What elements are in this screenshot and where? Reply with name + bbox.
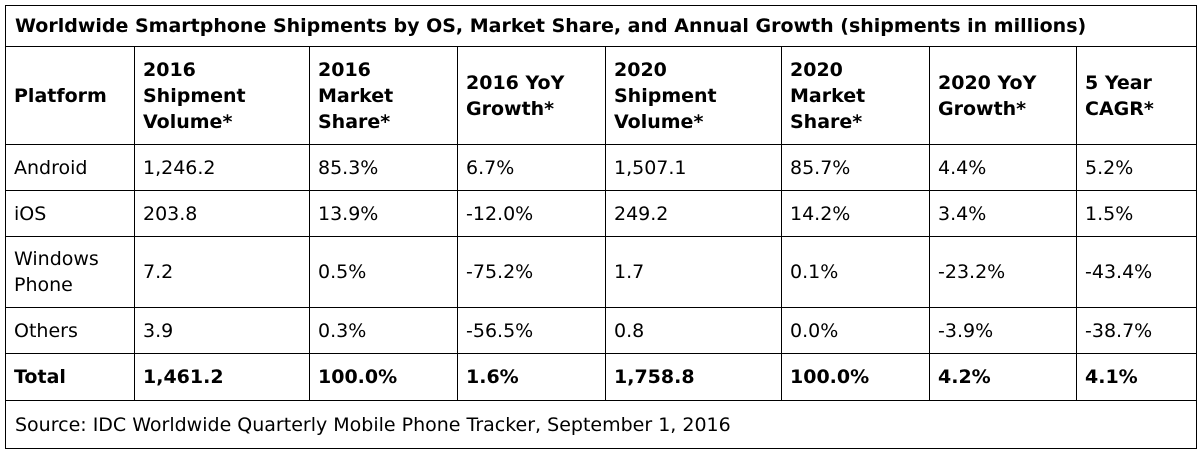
header-5-year-cagr: 5 Year CAGR* [1075,46,1198,145]
header-line: Share* [790,110,863,133]
header-2016-shipment-volume: 2016 Shipment Volume* [134,46,310,145]
table-cell: 203.8 [134,190,310,237]
table-cell: 0.8 [605,307,782,354]
table-row-windows-phone: Windows Phone 7.2 0.5% -75.2% 1.7 0.1% -… [5,236,1198,308]
header-2020-yoy-growth: 2020 YoY Growth* [929,46,1077,145]
header-line: 2020 [790,58,843,81]
table-cell: 14.2% [781,190,930,237]
platform-cell: Android [5,144,135,191]
shipments-table: Worldwide Smartphone Shipments by OS, Ma… [4,5,1198,449]
table-cell: 3.4% [929,190,1077,237]
header-line: 2020 YoY [938,71,1037,94]
header-2020-shipment-volume: 2020 Shipment Volume* [605,46,782,145]
header-line: 2016 [318,58,371,81]
table-cell: 1,507.1 [605,144,782,191]
platform-cell: iOS [5,190,135,237]
table-cell: -56.5% [457,307,606,354]
total-cell: 1,758.8 [605,353,782,401]
total-cell: 4.2% [929,353,1077,401]
header-line: 5 Year [1085,71,1152,94]
table-cell: -38.7% [1075,307,1198,354]
shipments-table-container: Worldwide Smartphone Shipments by OS, Ma… [4,5,1198,449]
table-cell: -43.4% [1075,236,1198,308]
source-row: Source: IDC Worldwide Quarterly Mobile P… [4,400,1198,449]
table-cell: 7.2 [134,236,310,308]
table-cell: -3.9% [929,307,1077,354]
total-cell: 100.0% [781,353,930,401]
table-row-ios: iOS 203.8 13.9% -12.0% 249.2 14.2% 3.4% … [5,190,1198,237]
total-cell: 4.1% [1075,353,1198,401]
table-row-total: Total 1,461.2 100.0% 1.6% 1,758.8 100.0%… [5,353,1198,401]
total-label: Total [5,353,135,401]
platform-cell: Others [5,307,135,354]
table-cell: 13.9% [309,190,458,237]
table-cell: 249.2 [605,190,782,237]
header-platform: Platform [5,46,135,145]
header-line: 2016 [143,58,196,81]
table-cell: -12.0% [457,190,606,237]
table-cell: 4.4% [929,144,1077,191]
source-note: Source: IDC Worldwide Quarterly Mobile P… [4,400,1198,449]
header-line: Volume* [143,110,233,133]
header-line: Volume* [614,110,704,133]
table-cell: 0.1% [781,236,930,308]
header-2020-market-share: 2020 Market Share* [781,46,930,145]
total-cell: 1.6% [457,353,606,401]
header-line: Growth* [466,97,555,120]
header-2016-market-share: 2016 Market Share* [309,46,458,145]
header-line: 2020 [614,58,667,81]
table-cell: 1.5% [1075,190,1198,237]
platform-line: Windows [14,248,99,270]
table-cell: 5.2% [1075,144,1198,191]
header-platform-line: Platform [14,84,107,107]
table-cell: -75.2% [457,236,606,308]
table-cell: -23.2% [929,236,1077,308]
table-cell: 85.3% [309,144,458,191]
table-cell: 0.3% [309,307,458,354]
header-2016-yoy-growth: 2016 YoY Growth* [457,46,606,145]
header-line: 2016 YoY [466,71,565,94]
table-cell: 1,246.2 [134,144,310,191]
header-row: Platform 2016 Shipment Volume* 2016 Mark… [5,46,1198,145]
platform-line: Phone [14,274,73,296]
platform-line: Others [14,319,78,342]
total-cell: 1,461.2 [134,353,310,401]
table-cell: 3.9 [134,307,310,354]
platform-line: Android [14,156,88,179]
header-line: Share* [318,110,391,133]
table-cell: 1.7 [605,236,782,308]
platform-cell: Windows Phone [5,236,135,308]
table-cell: 6.7% [457,144,606,191]
header-line: CAGR* [1085,97,1154,120]
table-row-android: Android 1,246.2 85.3% 6.7% 1,507.1 85.7%… [5,144,1198,191]
title-row: Worldwide Smartphone Shipments by OS, Ma… [4,5,1198,47]
table-cell: 0.5% [309,236,458,308]
header-line: Market [790,84,866,107]
header-line: Shipment [143,84,246,107]
header-line: Market [318,84,394,107]
total-cell: 100.0% [309,353,458,401]
header-line: Shipment [614,84,717,107]
header-line: Growth* [938,97,1027,120]
table-cell: 0.0% [781,307,930,354]
platform-line: iOS [14,202,47,225]
table-title: Worldwide Smartphone Shipments by OS, Ma… [4,5,1198,47]
table-row-others: Others 3.9 0.3% -56.5% 0.8 0.0% -3.9% -3… [5,307,1198,354]
table-cell: 85.7% [781,144,930,191]
